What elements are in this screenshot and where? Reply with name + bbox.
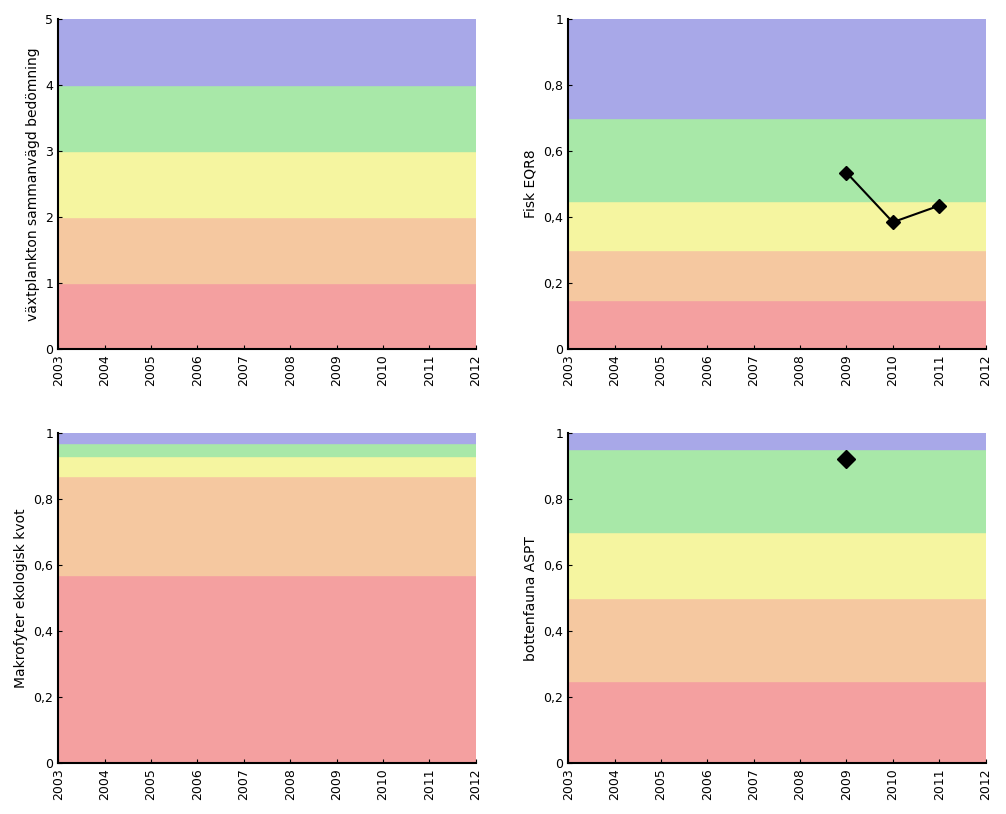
Bar	[568, 118, 986, 201]
Y-axis label: växtplankton sammanvägd bedömning: växtplankton sammanvägd bedömning	[26, 47, 40, 321]
Bar	[58, 443, 476, 456]
Bar	[568, 19, 986, 118]
Bar	[58, 456, 476, 476]
Bar	[568, 532, 986, 598]
Bar	[58, 575, 476, 764]
Bar	[58, 433, 476, 443]
Bar	[58, 19, 476, 85]
Bar	[568, 449, 986, 532]
Bar	[568, 250, 986, 300]
Bar	[568, 681, 986, 764]
Bar	[568, 201, 986, 250]
Bar	[58, 217, 476, 283]
Bar	[58, 151, 476, 217]
Bar	[568, 300, 986, 349]
Y-axis label: bottenfauna ASPT: bottenfauna ASPT	[524, 536, 538, 660]
Bar	[58, 283, 476, 349]
Bar	[58, 476, 476, 575]
Bar	[58, 85, 476, 151]
Y-axis label: Fisk EQR8: Fisk EQR8	[524, 150, 538, 218]
Y-axis label: Makrofyter ekologisk kvot: Makrofyter ekologisk kvot	[14, 508, 28, 688]
Bar	[568, 433, 986, 449]
Bar	[568, 598, 986, 681]
